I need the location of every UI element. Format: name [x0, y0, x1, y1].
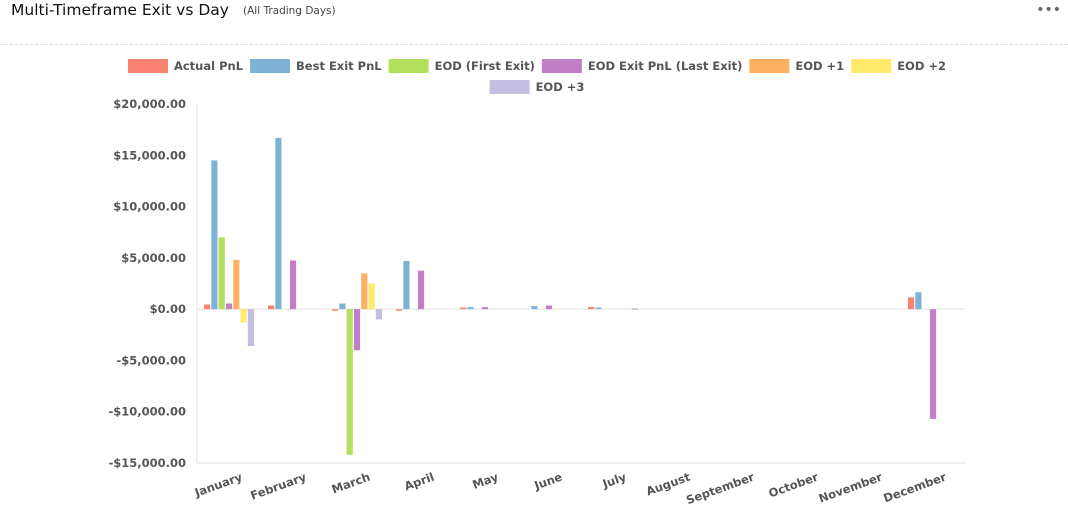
x-tick-label: April — [402, 470, 436, 494]
bar-best-exit-pnl-january[interactable] — [211, 160, 218, 310]
bar-best-exit-pnl-july[interactable] — [595, 307, 602, 310]
bar-best-exit-pnl-december[interactable] — [915, 292, 922, 310]
bar-eod-exit-pnl-last-exit--june[interactable] — [545, 305, 553, 310]
legend-swatch-eod-exit-pnl-last-exit-[interactable] — [541, 59, 582, 73]
x-tick-label: February — [249, 469, 309, 502]
legend-swatch-best-exit-pnl[interactable] — [250, 59, 291, 73]
bar-eod-3-january[interactable] — [247, 309, 254, 347]
legend-label-best-exit-pnl[interactable]: Best Exit PnL — [296, 59, 382, 73]
bar-actual-pnl-february[interactable] — [268, 305, 275, 310]
x-tick-label: October — [767, 470, 821, 501]
x-tick-label: March — [330, 470, 372, 497]
bar-eod-exit-pnl-last-exit--march[interactable] — [353, 309, 361, 351]
bar-eod-2-march[interactable] — [368, 283, 375, 310]
bar-actual-pnl-april[interactable] — [396, 309, 403, 311]
y-tick-label: -$15,000.00 — [108, 456, 186, 470]
x-tick-label: December — [882, 470, 949, 506]
x-tick-label: June — [532, 470, 565, 493]
legend-swatch-eod-2[interactable] — [851, 59, 892, 73]
legend-label-eod-exit-pnl-last-exit-[interactable]: EOD Exit PnL (Last Exit) — [588, 59, 743, 73]
bar-eod-3-march[interactable] — [375, 309, 382, 320]
bar-actual-pnl-july[interactable] — [588, 307, 595, 310]
y-tick-label: -$5,000.00 — [116, 353, 186, 367]
bar-best-exit-pnl-april[interactable] — [403, 260, 410, 310]
bar-actual-pnl-january[interactable] — [204, 304, 211, 310]
x-tick-label: January — [192, 469, 245, 500]
bar-eod-3-july[interactable] — [631, 308, 638, 310]
more-horizontal-icon[interactable]: ••• — [1036, 2, 1061, 18]
x-tick-label: November — [817, 470, 885, 506]
bar-actual-pnl-march[interactable] — [332, 309, 339, 311]
legend-swatch-eod-first-exit-[interactable] — [388, 59, 429, 73]
legend-swatch-eod-3[interactable] — [489, 80, 530, 94]
bar-best-exit-pnl-march[interactable] — [339, 303, 346, 310]
x-tick-label: May — [470, 469, 500, 491]
legend-label-actual-pnl[interactable]: Actual PnL — [174, 59, 244, 73]
chart-subtitle: (All Trading Days) — [243, 5, 336, 17]
y-tick-label: $5,000.00 — [121, 251, 186, 265]
x-tick-label: September — [684, 470, 756, 508]
chart-title: Multi-Timeframe Exit vs Day — [11, 1, 229, 19]
legend-label-eod-2[interactable]: EOD +2 — [897, 59, 946, 73]
bar-eod-1-january[interactable] — [233, 259, 240, 310]
x-tick-label: July — [600, 469, 629, 491]
y-tick-label: -$10,000.00 — [108, 405, 186, 419]
y-tick-label: $15,000.00 — [113, 148, 186, 162]
bar-chart: $20,000.00 $15,000.00 $10,000.00 $5,000.00 $… — [108, 59, 965, 508]
bar-actual-pnl-december[interactable] — [908, 297, 915, 310]
y-tick-label: $20,000.00 — [113, 97, 186, 111]
bar-eod-1-march[interactable] — [361, 273, 368, 310]
legend-swatch-eod-1[interactable] — [749, 59, 790, 73]
bar-eod-first-exit--january[interactable] — [218, 237, 225, 310]
bar-eod-exit-pnl-last-exit--may[interactable] — [481, 307, 489, 310]
legend-label-eod-first-exit-[interactable]: EOD (First Exit) — [435, 59, 535, 73]
bar-eod-exit-pnl-last-exit--january[interactable] — [225, 303, 233, 310]
bar-best-exit-pnl-february[interactable] — [275, 137, 282, 310]
bar-eod-2-january[interactable] — [240, 309, 247, 323]
legend-swatch-actual-pnl[interactable] — [127, 59, 168, 73]
bar-eod-exit-pnl-last-exit--april[interactable] — [417, 270, 425, 310]
bar-eod-exit-pnl-last-exit--february[interactable] — [289, 260, 297, 310]
bar-actual-pnl-may[interactable] — [460, 307, 467, 310]
bar-best-exit-pnl-june[interactable] — [531, 306, 538, 310]
legend-label-eod-1[interactable]: EOD +1 — [795, 59, 844, 73]
y-tick-label: $10,000.00 — [113, 200, 186, 214]
chart-header: Multi-Timeframe Exit vs Day (All Trading… — [0, 0, 1068, 45]
y-tick-label: $0.00 — [150, 302, 186, 316]
legend-label-eod-3[interactable]: EOD +3 — [536, 80, 585, 94]
bar-eod-exit-pnl-last-exit--december[interactable] — [929, 309, 937, 419]
bar-eod-first-exit--march[interactable] — [346, 309, 353, 455]
bar-best-exit-pnl-may[interactable] — [467, 307, 474, 310]
